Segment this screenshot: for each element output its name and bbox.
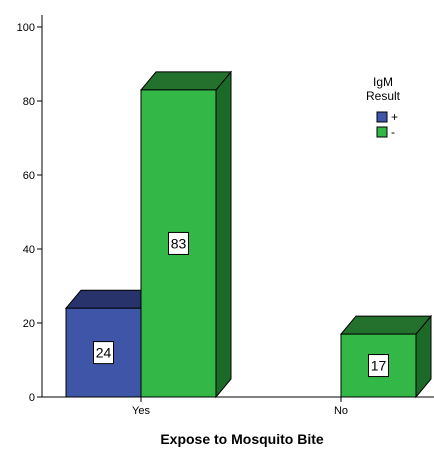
legend-label: + bbox=[391, 110, 398, 124]
data-label: 17 bbox=[368, 354, 389, 378]
legend: IgM Result +- bbox=[366, 75, 401, 139]
data-label-value: 83 bbox=[171, 235, 187, 251]
legend-item: + bbox=[376, 110, 398, 124]
data-label: 83 bbox=[168, 231, 189, 255]
legend-swatch bbox=[376, 111, 388, 123]
data-label-value: 17 bbox=[371, 358, 387, 374]
data-label-box bbox=[368, 354, 389, 378]
bar-top-face bbox=[339, 315, 433, 335]
bar-top-face bbox=[139, 71, 233, 91]
legend-label: - bbox=[391, 125, 395, 139]
legend-swatch bbox=[376, 126, 388, 138]
y-tick-label: 0 bbox=[29, 392, 35, 404]
data-label: 24 bbox=[93, 341, 114, 365]
bars-layer bbox=[64, 70, 433, 399]
y-tick-label: 100 bbox=[17, 22, 35, 34]
y-tick-label: 60 bbox=[23, 170, 35, 182]
y-tick-label: 80 bbox=[23, 96, 35, 108]
x-axis-title: Expose to Mosquito Bite bbox=[160, 431, 324, 447]
x-axis-ticks: Yes No bbox=[132, 397, 348, 417]
bar-side-face bbox=[215, 70, 232, 399]
y-tick-label: 20 bbox=[23, 318, 35, 330]
legend-title-line2: Result bbox=[366, 89, 401, 103]
x-tick-label: Yes bbox=[132, 405, 150, 417]
y-tick-label: 40 bbox=[23, 244, 35, 256]
data-labels-layer: 24 83 17 bbox=[93, 231, 389, 378]
data-label-box bbox=[168, 231, 189, 255]
data-label-value: 24 bbox=[96, 345, 112, 361]
x-tick-label: No bbox=[334, 405, 348, 417]
legend-items: +- bbox=[376, 110, 398, 139]
legend-title-line1: IgM bbox=[373, 75, 393, 89]
y-axis-ticks: 0 20 40 60 80 100 bbox=[17, 22, 42, 404]
legend-item: - bbox=[376, 125, 395, 139]
data-label-box bbox=[93, 341, 114, 365]
